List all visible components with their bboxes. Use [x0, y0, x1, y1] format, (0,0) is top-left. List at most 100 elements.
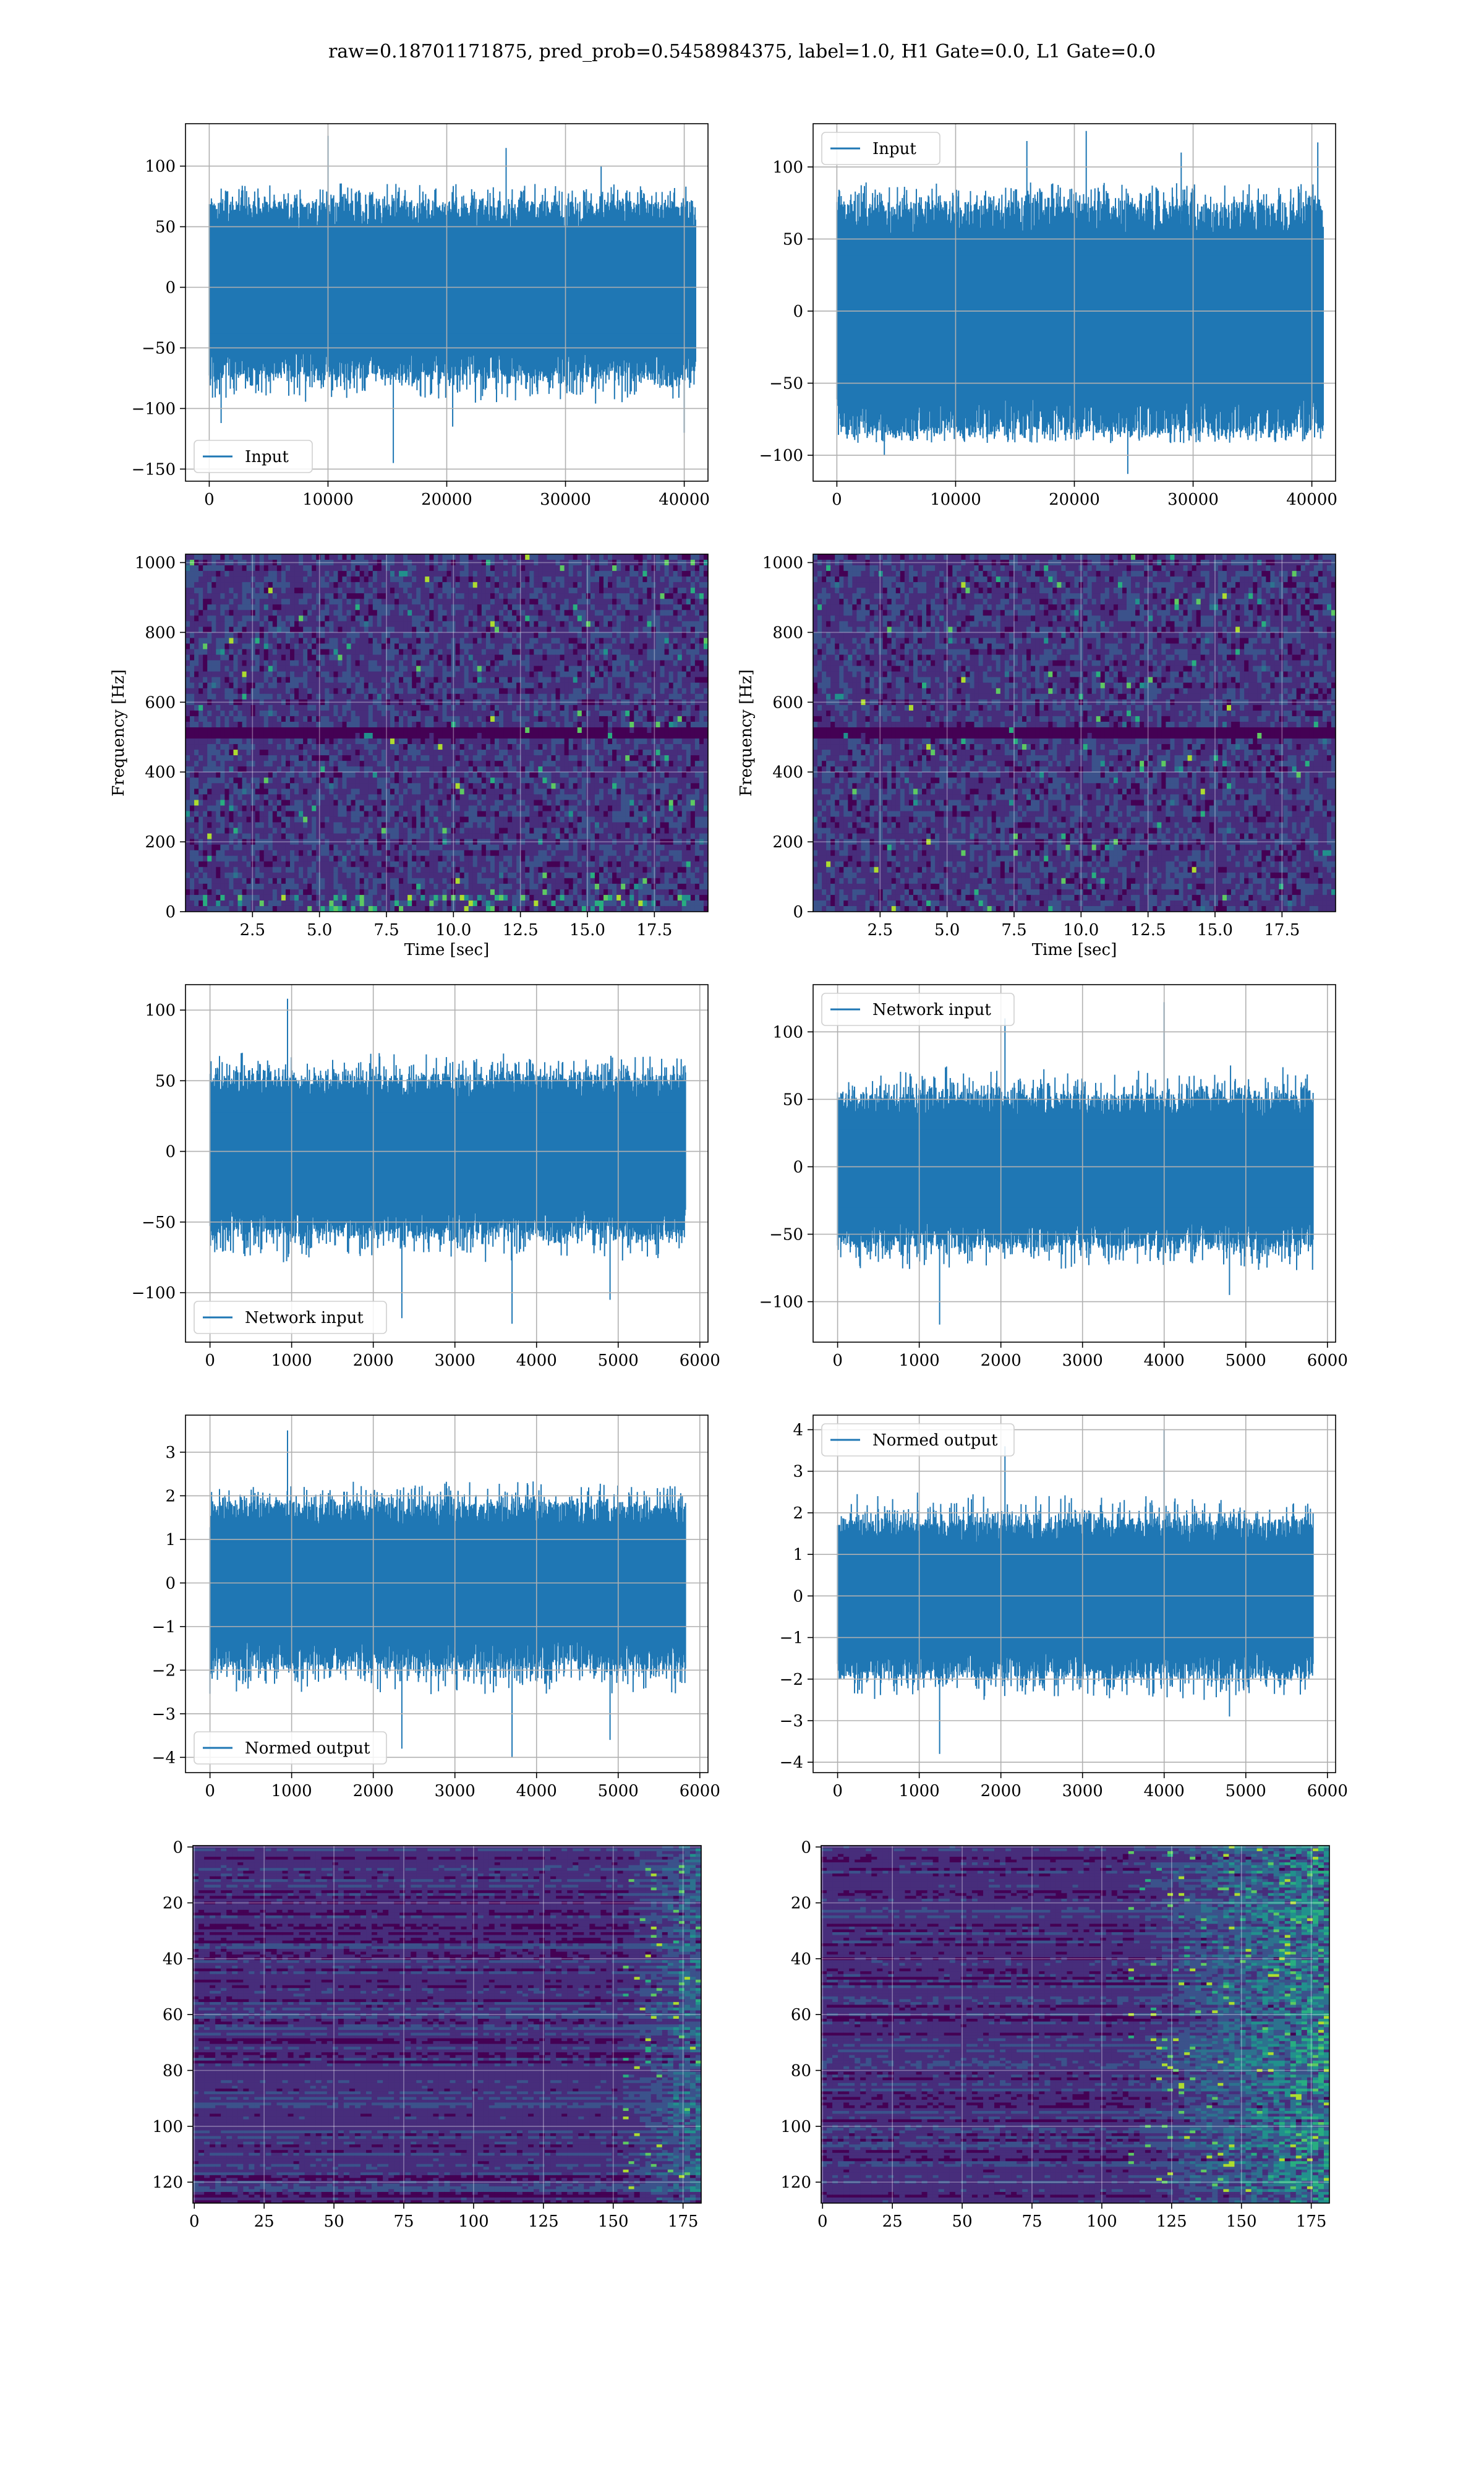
axes-frame [192, 1845, 702, 2204]
x-tick-label: 25 [882, 2212, 903, 2231]
x-tick-label: 4000 [516, 1782, 557, 1800]
grid [813, 124, 1336, 481]
y-tick-label: 50 [155, 218, 176, 237]
plot-area [186, 124, 708, 481]
y-tick-label: 0 [173, 1838, 183, 1857]
plot-area [186, 985, 708, 1342]
x-tick-label: 5.0 [307, 921, 332, 940]
x-tick-label: 0 [832, 1351, 843, 1370]
x-tick-label: 100 [1086, 2212, 1117, 2231]
y-tick-label: 3 [165, 1444, 176, 1462]
x-tick-label: 20000 [1049, 490, 1100, 509]
x-tick-label: 40000 [659, 490, 710, 509]
x-tick-label: 30000 [540, 490, 591, 509]
x-tick-label: 175 [668, 2212, 699, 2231]
y-tick-label: 100 [152, 2118, 183, 2136]
x-tick-label: 10000 [930, 490, 981, 509]
x-tick-label: 1000 [899, 1351, 940, 1370]
subplot-p4: 2.5 5.0 7.5 10.0 12.5 15.0 17.5 0 200 400 600 800 10… [737, 554, 1336, 959]
y-tick-label: −3 [780, 1712, 803, 1731]
grid [193, 1846, 701, 2203]
axes-frame [812, 1415, 1336, 1773]
x-tick-label: 75 [1021, 2212, 1042, 2231]
x-tick-label: 5000 [1226, 1782, 1266, 1800]
x-axis-label: Time [sec] [404, 941, 490, 959]
x-tick-label: 0 [205, 1351, 215, 1370]
x-tick-label: 4000 [1144, 1351, 1185, 1370]
y-tick-label: 400 [772, 763, 803, 782]
axes-frame [812, 554, 1336, 912]
x-tick-label: 0 [189, 2212, 200, 2231]
x-tick-label: 20000 [421, 490, 472, 509]
y-tick-label: −100 [759, 1293, 803, 1312]
grid [821, 1846, 1329, 2203]
x-tick-label: 1000 [271, 1351, 312, 1370]
y-tick-label: 0 [801, 1838, 811, 1857]
x-tick-label: 15.0 [1197, 921, 1233, 940]
x-tick-label: 1000 [271, 1782, 312, 1800]
x-tick-label: 5000 [598, 1782, 639, 1800]
y-tick-label: 80 [791, 2062, 811, 2081]
y-tick-label: 4 [793, 1421, 803, 1440]
x-tick-label: 4000 [516, 1351, 557, 1370]
y-tick-label: 0 [793, 903, 803, 922]
grid [813, 1415, 1336, 1773]
grid [186, 985, 708, 1342]
x-tick-label: 0 [832, 1782, 843, 1800]
y-axis-label: Frequency [Hz] [737, 669, 756, 797]
y-tick-label: 120 [780, 2173, 811, 2192]
x-tick-label: 5000 [598, 1351, 639, 1370]
y-tick-label: 120 [152, 2173, 183, 2192]
y-tick-label: 1 [793, 1546, 803, 1564]
x-tick-label: 15.0 [569, 921, 605, 940]
legend-label: Network input [245, 1309, 364, 1327]
y-tick-label: −100 [759, 447, 803, 465]
subplot-p6: 0 1000 2000 3000 4000 5000 6000 −100 −50 0 50 100 Ne… [759, 984, 1348, 1370]
axes-frame [812, 984, 1336, 1343]
grid [813, 985, 1336, 1342]
x-tick-label: 17.5 [1264, 921, 1300, 940]
y-tick-label: 100 [772, 158, 803, 177]
y-tick-label: 40 [163, 1950, 183, 1969]
y-tick-label: −1 [152, 1618, 176, 1637]
plot-area [813, 1415, 1336, 1773]
legend: Input [194, 440, 313, 473]
y-tick-label: 60 [163, 2006, 183, 2024]
y-tick-label: −50 [769, 1226, 803, 1244]
y-tick-label: 2 [165, 1487, 176, 1505]
axes-frame [185, 1415, 709, 1773]
x-axis-label: Time [sec] [1032, 941, 1117, 959]
axes-frame [185, 984, 709, 1343]
subplot-p7: 0 1000 2000 3000 4000 5000 6000 −4 −3 −2 −1 0 1 2 3 Nor… [152, 1415, 720, 1800]
x-tick-label: 0 [205, 1782, 215, 1800]
series-band [209, 244, 696, 334]
x-tick-label: 4000 [1144, 1782, 1185, 1800]
y-tick-label: 800 [145, 623, 176, 642]
x-tick-label: 3000 [1062, 1351, 1103, 1370]
y-tick-label: −100 [132, 400, 176, 418]
plot-area [186, 554, 708, 912]
y-tick-label: 1000 [762, 554, 803, 573]
axes-frame [821, 1845, 1330, 2204]
y-tick-label: 80 [163, 2062, 183, 2081]
y-axis-label: Frequency [Hz] [109, 669, 128, 797]
x-tick-label: 6000 [1307, 1351, 1348, 1370]
x-tick-label: 2.5 [868, 921, 893, 940]
series-band [837, 1557, 1313, 1637]
x-tick-label: 12.5 [1130, 921, 1166, 940]
y-tick-label: 60 [791, 2006, 811, 2024]
x-tick-label: 10.0 [435, 921, 471, 940]
x-tick-label: 0 [204, 490, 215, 509]
subplot-p8: 0 1000 2000 3000 4000 5000 6000 −4 −3 −2 −1 0 1 2 3 4 No… [780, 1415, 1348, 1800]
y-tick-label: 3 [793, 1463, 803, 1481]
legend-label: Normed output [872, 1431, 998, 1450]
plot-area [813, 124, 1336, 481]
y-tick-label: 0 [793, 1158, 803, 1176]
y-tick-label: 800 [772, 623, 803, 642]
x-tick-label: 7.5 [373, 921, 399, 940]
y-tick-label: −4 [780, 1753, 803, 1772]
y-tick-label: −3 [152, 1705, 176, 1724]
y-tick-label: 400 [145, 763, 176, 782]
x-tick-label: 17.5 [636, 921, 672, 940]
x-tick-label: 125 [528, 2212, 559, 2231]
